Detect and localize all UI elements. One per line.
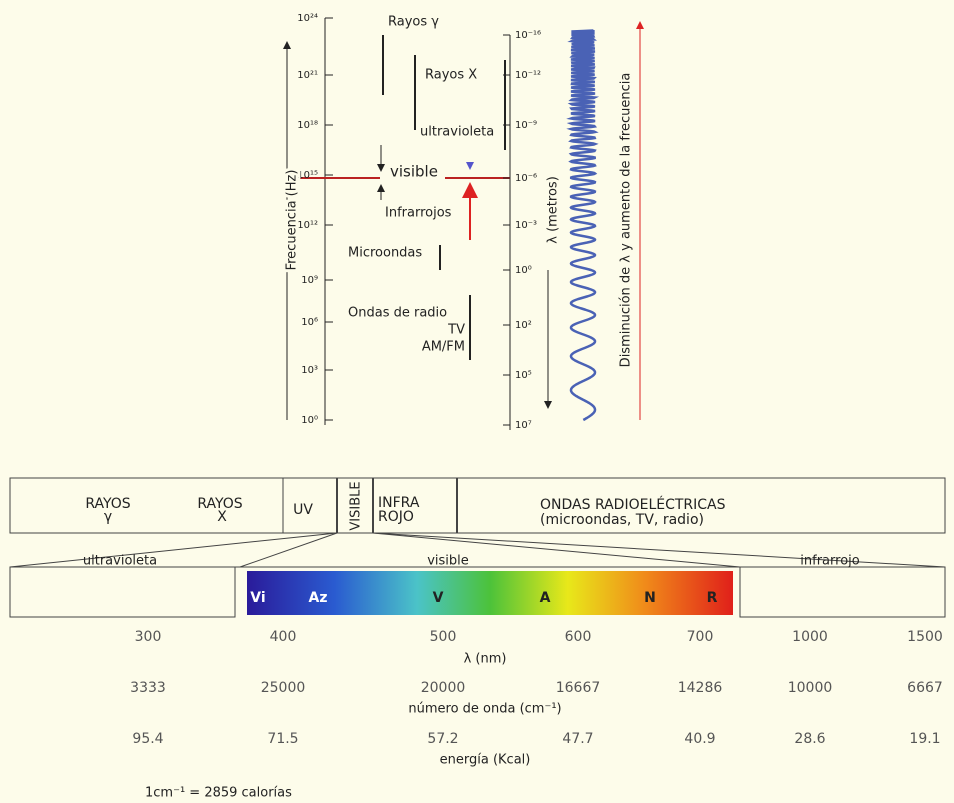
frequency-tick: 10³ — [301, 365, 318, 376]
region-label: AM/FM — [422, 340, 465, 355]
frequency-tick: 10¹⁵ — [297, 170, 318, 181]
color-label: Az — [309, 590, 328, 606]
scale-label: λ (nm) — [464, 652, 507, 667]
scale-value: 6667 — [907, 680, 943, 696]
scale-value: 16667 — [556, 680, 601, 696]
frequency-tick: 10⁶ — [301, 317, 318, 328]
wavelength-label: λ (metros) — [546, 176, 561, 244]
scale-label: energía (Kcal) — [440, 753, 531, 768]
frequency-tick: 10⁰ — [301, 415, 318, 426]
band-label: ONDAS RADIOELÉCTRICAS — [540, 496, 726, 513]
scale-value: 71.5 — [267, 731, 298, 747]
scale-value: 57.2 — [427, 731, 458, 747]
wavelength-tick: 10² — [515, 320, 532, 331]
scale-value: 600 — [565, 629, 592, 645]
scale-value: 40.9 — [684, 731, 715, 747]
wavelength-tick: 10⁵ — [515, 370, 532, 381]
color-label: Vi — [250, 590, 265, 606]
arrow-label: Disminución de λ y aumento de la frecuen… — [619, 73, 634, 368]
wavelength-tick: 10⁻¹² — [515, 70, 541, 81]
scale-value: 300 — [135, 629, 162, 645]
color-label: V — [433, 590, 444, 606]
scale-value: 95.4 — [132, 731, 163, 747]
region-label: Ondas de radio — [348, 306, 447, 321]
region-label: Rayos X — [425, 68, 477, 83]
section-label: infrarrojo — [800, 554, 859, 569]
frequency-tick: 10²⁴ — [297, 13, 318, 24]
scale-value: 700 — [687, 629, 714, 645]
frequency-tick: 10⁹ — [301, 275, 318, 286]
color-label: R — [707, 590, 718, 606]
visible-gradient — [247, 571, 733, 615]
scale-value: 14286 — [678, 680, 723, 696]
footnote: 1cm⁻¹ = 2859 calorías — [145, 786, 292, 801]
scale-value: 1000 — [792, 629, 828, 645]
frequency-tick: 10²¹ — [297, 70, 318, 81]
scale-value: 400 — [270, 629, 297, 645]
region-label: TV — [447, 323, 465, 338]
band-label: INFRA — [378, 495, 420, 511]
scale-label: número de onda (cm⁻¹) — [408, 702, 561, 717]
section-label: visible — [427, 554, 469, 569]
section-label: ultravioleta — [83, 554, 157, 569]
wavelength-tick: 10⁻⁹ — [515, 120, 537, 131]
band-label: ROJO — [378, 509, 414, 525]
scale-value: 3333 — [130, 680, 166, 696]
wavelength-tick: 10⁰ — [515, 265, 532, 276]
band-label: RAYOS — [197, 496, 242, 512]
band-label: RAYOS — [85, 496, 130, 512]
region-label: Infrarrojos — [385, 206, 452, 221]
scale-value: 1500 — [907, 629, 943, 645]
scale-value: 19.1 — [909, 731, 940, 747]
band-label: (microondas, TV, radio) — [540, 512, 704, 528]
frequency-tick: 10¹² — [297, 220, 318, 231]
scale-value: 10000 — [788, 680, 833, 696]
color-label: A — [540, 590, 551, 606]
wavelength-tick: 10⁻¹⁶ — [515, 30, 541, 41]
region-label: ultravioleta — [420, 125, 494, 140]
band-label: UV — [293, 502, 313, 518]
wavelength-tick: 10⁻³ — [515, 220, 537, 231]
top-lines — [283, 18, 644, 430]
color-label: N — [644, 590, 656, 606]
scale-value: 47.7 — [562, 731, 593, 747]
wavelength-tick: 10⁻⁶ — [515, 173, 537, 184]
band-label: X — [217, 509, 227, 525]
band-label: VISIBLE — [349, 481, 364, 530]
frequency-label: Frecuencia (Hz) — [285, 170, 300, 271]
region-label: Microondas — [348, 246, 422, 261]
band-bar — [9, 477, 946, 618]
region-label: Rayos γ — [388, 15, 439, 30]
region-label: visible — [390, 163, 438, 181]
scale-value: 20000 — [421, 680, 466, 696]
scale-value: 28.6 — [794, 731, 825, 747]
wave — [566, 29, 600, 422]
wavelength-tick: 10⁷ — [515, 420, 532, 431]
frequency-tick: 10¹⁸ — [297, 120, 318, 131]
band-label: γ — [104, 509, 112, 525]
scale-value: 500 — [430, 629, 457, 645]
scale-value: 25000 — [261, 680, 306, 696]
